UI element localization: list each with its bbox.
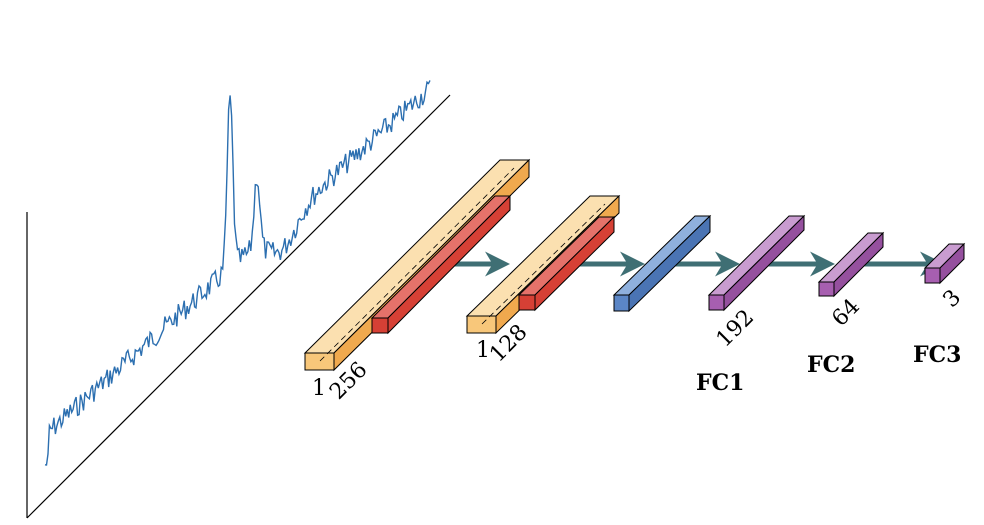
fc3-name-label: FC3 [913,342,961,368]
fc2-units-label: 64 [827,294,864,331]
conv1-depth-label: 1 [312,376,326,401]
fc1-name-label: FC1 [696,370,744,396]
fc2-name-label: FC2 [807,352,855,378]
relu2-front-face [518,294,536,311]
flatten-top-face [612,215,712,296]
conv2-front-face [466,315,497,334]
conv1-front-face [304,352,335,371]
plot-diagonal-axis [26,94,451,519]
fc2-layer: 64 FC2 [807,231,885,378]
conv2-hidden-edge [481,203,606,325]
fc1-units-label: 192 [712,305,759,352]
relu1-front-face [371,317,389,334]
conv1-hidden-edge [319,167,515,362]
conv2-depth-label: 1 [476,338,490,363]
flatten-front-face [613,294,630,312]
fc3-layer: 3 FC3 [913,242,967,368]
fc1-layer: 192 FC1 [696,214,806,396]
signal-line [44,80,431,466]
fc1-top-face [707,215,806,296]
conv-layer-1: 1 256 [303,158,531,405]
fc3-front-face [924,267,941,284]
input-signal-plot [26,80,451,519]
fc1-front-face [708,294,725,311]
fc2-front-face [818,281,835,297]
fc3-units-label: 3 [939,285,967,313]
flatten-layer [612,214,712,313]
